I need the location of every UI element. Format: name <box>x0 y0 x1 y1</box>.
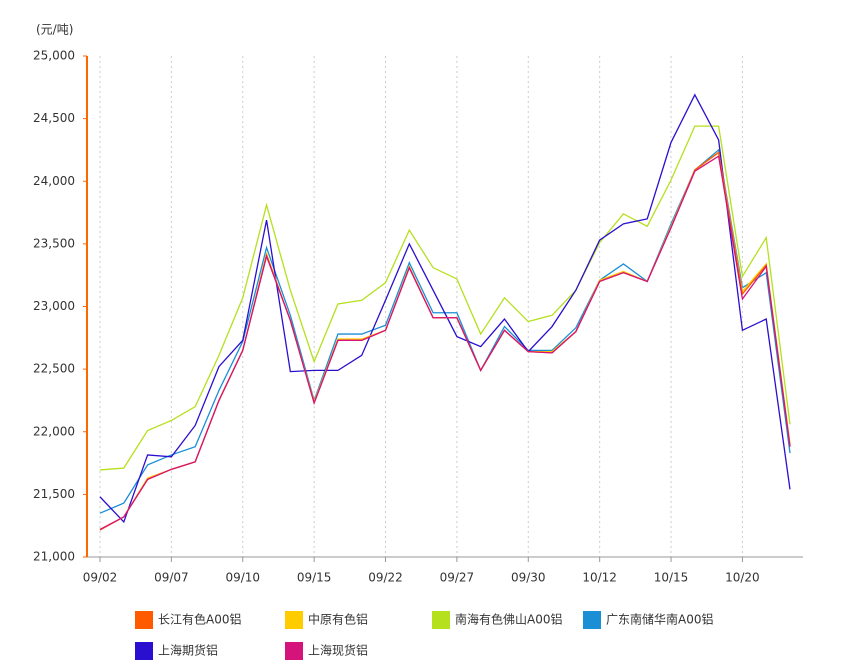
legend-label: 长江有色A00铝 <box>158 612 241 627</box>
series-line <box>99 125 791 471</box>
legend-label: 上海期货铝 <box>158 643 218 658</box>
legend-swatch <box>285 642 303 660</box>
x-tick-label: 10/20 <box>725 571 760 585</box>
legend-label: 南海有色佛山A00铝 <box>455 612 562 627</box>
y-tick-label: 23,000 <box>33 299 75 313</box>
y-tick-label: 24,500 <box>33 111 75 125</box>
x-tick-label: 09/02 <box>83 571 118 585</box>
x-tick-label: 09/15 <box>297 571 332 585</box>
x-tick-label: 10/15 <box>654 571 689 585</box>
y-tick-label: 21,000 <box>33 550 75 564</box>
x-tick-label: 09/27 <box>440 571 475 585</box>
series-line <box>99 151 791 531</box>
legend-swatch <box>583 611 601 629</box>
series-line <box>99 93 791 524</box>
legend-label: 中原有色铝 <box>308 612 368 627</box>
legend-swatch <box>432 611 450 629</box>
y-unit: (元/吨) <box>36 23 73 37</box>
legend-swatch <box>285 611 303 629</box>
x-tick-label: 09/10 <box>225 571 260 585</box>
x-tick-label: 09/07 <box>154 571 189 585</box>
series-line <box>99 148 791 514</box>
series-line <box>99 155 791 531</box>
x-tick-label: 09/22 <box>368 571 403 585</box>
y-tick-label: 22,500 <box>33 362 75 376</box>
y-tick-label: 22,000 <box>33 424 75 438</box>
legend-swatch <box>135 642 153 660</box>
x-tick-label: 10/12 <box>582 571 617 585</box>
y-tick-label: 25,000 <box>33 49 75 63</box>
legend-label: 上海现货铝 <box>308 643 368 658</box>
x-tick-label: 09/30 <box>511 571 546 585</box>
y-tick-label: 24,000 <box>33 174 75 188</box>
y-tick-label: 21,500 <box>33 487 75 501</box>
series-line <box>99 151 791 531</box>
legend-swatch <box>135 611 153 629</box>
legend-label: 广东南储华南A00铝 <box>606 612 713 627</box>
y-tick-label: 23,500 <box>33 236 75 250</box>
